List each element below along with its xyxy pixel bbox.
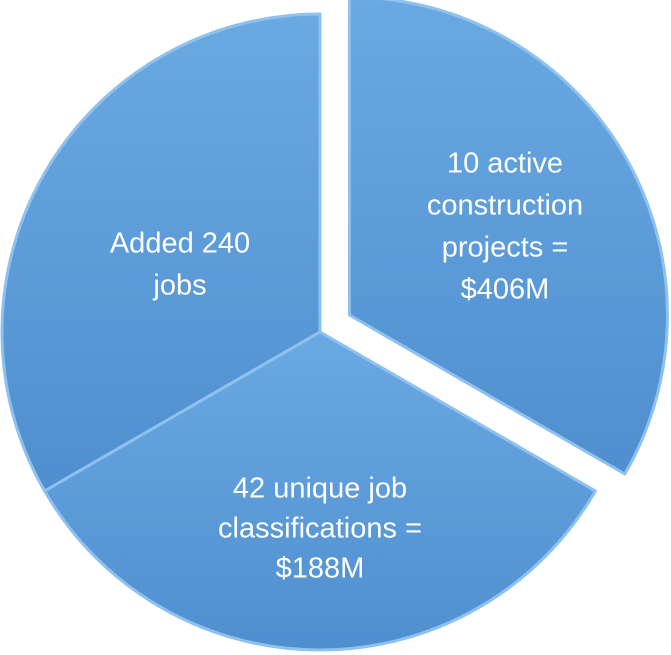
segment-label: Added 240 bbox=[110, 228, 250, 260]
segment-label: classifications = bbox=[218, 513, 422, 545]
segment-label: construction bbox=[427, 190, 583, 222]
segment-label: 10 active bbox=[447, 148, 563, 180]
labels: Added 240 jobs 10 active construction projec… bbox=[110, 148, 583, 585]
segment bbox=[0, 12, 322, 493]
segment-label: jobs bbox=[152, 270, 206, 302]
segment-label: $406M bbox=[461, 274, 550, 306]
segment bbox=[43, 330, 597, 652]
segment-label: 42 unique job bbox=[233, 473, 407, 505]
segment-label: projects = bbox=[442, 232, 569, 264]
segment-label: $188M bbox=[276, 553, 365, 585]
segment bbox=[347, 0, 669, 476]
